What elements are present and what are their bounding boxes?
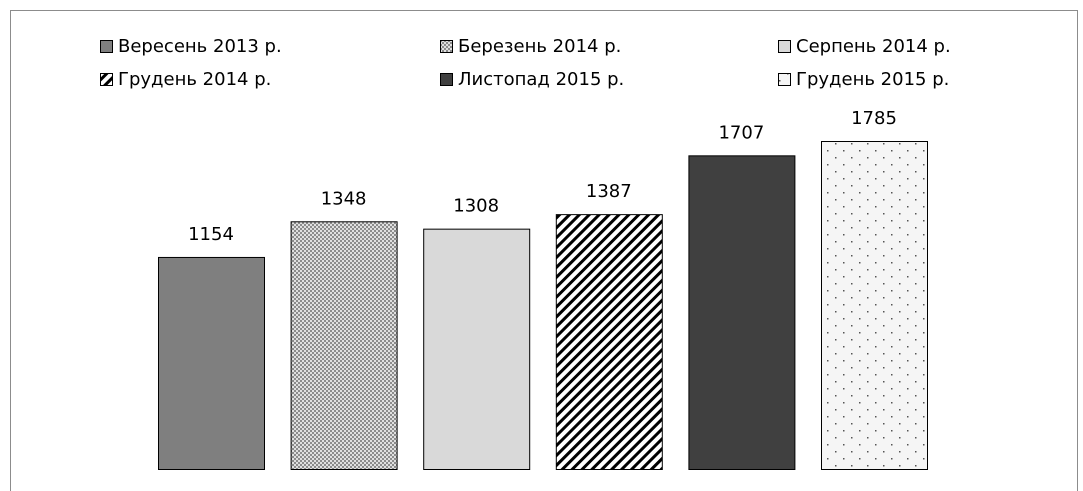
bar [555,214,663,470]
legend-label: Серпень 2014 р. [796,36,951,57]
data-label: 1785 [851,108,897,129]
legend-marker [440,40,453,53]
bar [290,221,398,470]
data-label: 1154 [188,224,234,245]
data-label: 1348 [321,188,367,209]
legend-label: Вересень 2013 р. [118,36,282,57]
bar [158,256,265,470]
legend-label: Листопад 2015 р. [458,69,624,90]
legend-marker [440,73,453,86]
legend-label: Грудень 2015 р. [796,69,949,90]
legend-marker [778,73,791,86]
legend-label: Березень 2014 р. [458,36,621,57]
legend-label: Грудень 2014 р. [118,69,271,90]
legend-marker [778,40,791,53]
bar [688,155,796,471]
data-label: 1707 [718,122,764,143]
legend-marker [100,40,113,53]
bar [423,228,531,470]
bar [821,141,928,470]
legend-marker [100,73,113,86]
data-label: 1308 [453,196,499,217]
data-label: 1387 [586,181,632,202]
